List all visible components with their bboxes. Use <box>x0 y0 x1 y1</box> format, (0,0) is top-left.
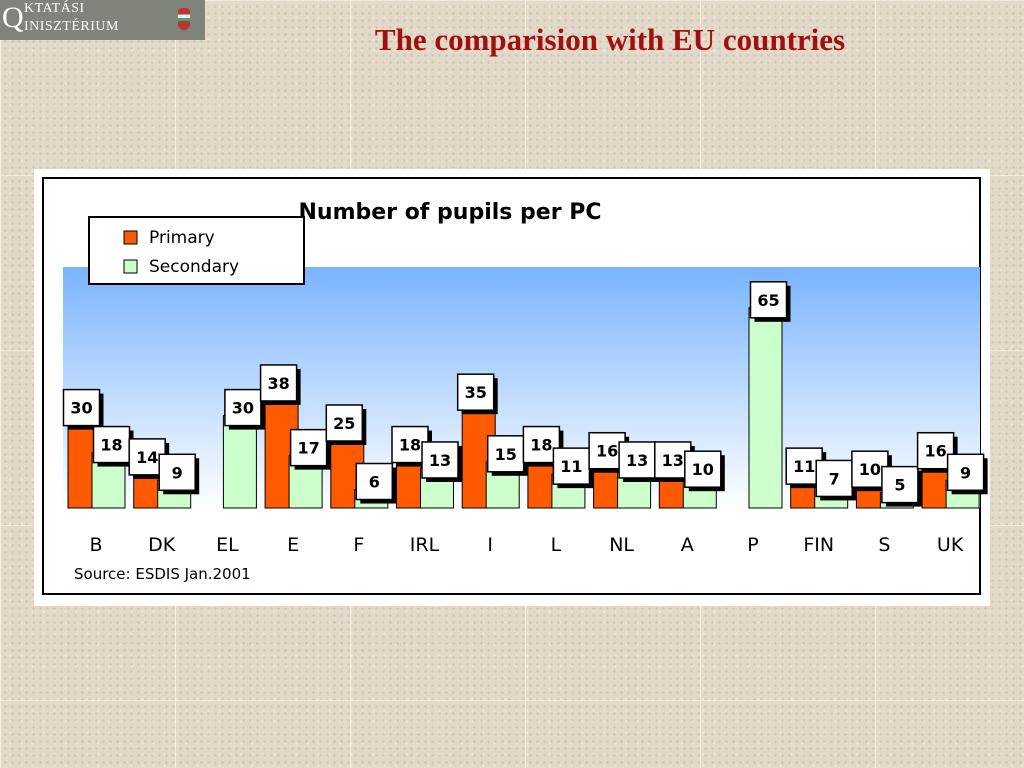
data-label-primary-irl: 18 <box>399 436 421 455</box>
data-label-box <box>684 450 722 488</box>
data-label-box <box>325 404 364 442</box>
data-label-box <box>62 388 101 427</box>
data-label-box <box>749 281 788 319</box>
slide-title: The comparision with EU countries <box>374 22 846 57</box>
data-label-primary-nl: 16 <box>596 442 618 461</box>
category-label-l: L <box>551 534 562 556</box>
data-label-secondary-nl: 13 <box>626 451 648 470</box>
category-label-b: B <box>89 534 102 556</box>
legend-secondary-label: Secondary <box>149 257 239 277</box>
data-label-box <box>946 453 985 492</box>
category-label-el: EL <box>216 534 239 556</box>
pupils-per-pc-chart: Number of pupils per PC 30 18 14 9 30 38 17 25 6… <box>42 177 988 595</box>
data-label-primary-e: 38 <box>267 374 289 393</box>
data-label-primary-i: 35 <box>465 383 487 402</box>
data-label-box <box>289 428 328 467</box>
data-label-box <box>881 465 919 504</box>
category-labels-layer: B DK EL E F IRL I L NL A P FIN S UK <box>89 534 963 556</box>
category-label-p: P <box>747 534 758 556</box>
chart-title: Number of pupils per PC <box>299 200 602 225</box>
data-label-secondary-el: 30 <box>232 399 254 418</box>
coat-of-arms-icon <box>178 8 190 30</box>
data-label-box <box>618 441 656 479</box>
legend-primary-label: Primary <box>149 228 215 248</box>
legend-primary-swatch <box>123 230 138 245</box>
data-label-secondary-s: 5 <box>894 476 905 495</box>
logo-line-2: INISZTÉRIUM <box>24 19 119 34</box>
category-label-a: A <box>681 534 694 556</box>
data-label-secondary-f: 6 <box>369 473 380 492</box>
category-label-f: F <box>353 534 364 556</box>
data-label-primary-dk: 14 <box>136 448 158 467</box>
data-label-box <box>259 364 298 402</box>
data-label-box <box>158 453 196 492</box>
data-label-primary-s: 10 <box>859 460 881 479</box>
data-label-secondary-fin: 7 <box>829 469 840 488</box>
legend: Primary Secondary <box>88 216 305 285</box>
data-label-box <box>486 435 525 473</box>
logo-initial: Q <box>2 1 24 34</box>
category-label-i: I <box>487 534 493 556</box>
data-label-primary-fin: 11 <box>793 457 815 476</box>
category-label-irl: IRL <box>410 534 440 556</box>
ministry-logo: Q KTATÁSI INISZTÉRIUM <box>0 0 205 40</box>
value-labels-layer: 30 18 14 9 30 38 17 25 6 18 13 35 15 18 11 16 13 13 10 65 11… <box>62 281 988 507</box>
category-label-fin: FIN <box>803 534 834 556</box>
data-label-secondary-b: 18 <box>100 436 122 455</box>
data-label-primary-uk: 16 <box>924 442 946 461</box>
data-label-secondary-l: 11 <box>560 457 582 476</box>
category-label-s: S <box>878 534 890 556</box>
legend-box <box>88 216 305 285</box>
data-label-box <box>355 462 394 501</box>
data-label-box <box>421 441 459 479</box>
category-label-nl: NL <box>609 534 634 556</box>
bar-secondary-el <box>222 415 257 509</box>
data-label-secondary-a: 10 <box>692 460 714 479</box>
data-label-secondary-e: 17 <box>297 439 319 458</box>
data-label-primary-b: 30 <box>70 399 92 418</box>
category-label-dk: DK <box>148 534 176 556</box>
data-label-box <box>815 459 853 498</box>
data-label-secondary-i: 15 <box>495 445 517 464</box>
data-label-box <box>224 388 262 427</box>
data-label-secondary-p: 65 <box>757 291 779 310</box>
data-label-box <box>456 373 495 411</box>
category-label-e: E <box>287 534 299 556</box>
category-label-uk: UK <box>937 534 964 556</box>
data-label-primary-f: 25 <box>333 414 355 433</box>
chart-panel: Number of pupils per PC 30 18 14 9 30 38 17 25 6… <box>34 169 990 606</box>
data-label-primary-a: 13 <box>662 451 684 470</box>
data-label-secondary-irl: 13 <box>429 451 451 470</box>
data-label-secondary-uk: 9 <box>960 463 971 482</box>
chart-source-note: Source: ESDIS Jan.2001 <box>74 565 251 583</box>
legend-secondary-swatch <box>123 259 138 274</box>
data-label-primary-l: 18 <box>530 436 552 455</box>
data-label-secondary-dk: 9 <box>172 463 183 482</box>
bar-secondary-p <box>748 307 783 509</box>
logo-line-1: KTATÁSI <box>24 1 85 16</box>
